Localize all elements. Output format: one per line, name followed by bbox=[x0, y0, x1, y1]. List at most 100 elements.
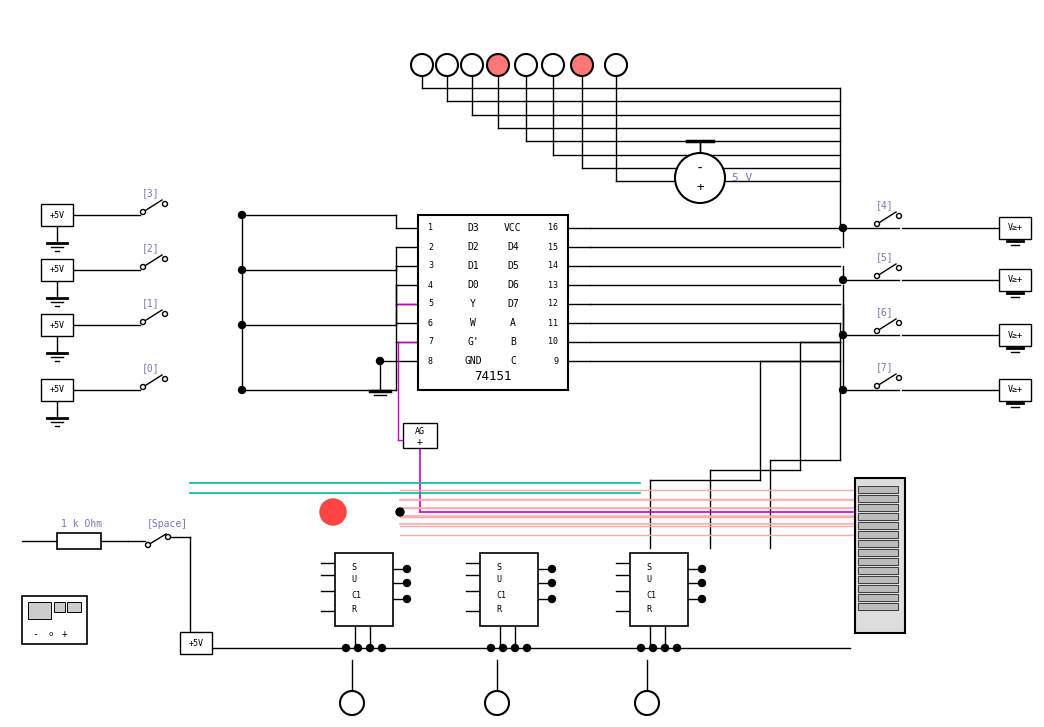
Circle shape bbox=[141, 385, 145, 390]
Text: +5V: +5V bbox=[189, 638, 204, 648]
Circle shape bbox=[698, 579, 706, 587]
Circle shape bbox=[163, 201, 167, 206]
Bar bbox=[999, 269, 1031, 291]
Text: C1: C1 bbox=[646, 590, 656, 600]
Text: W: W bbox=[470, 318, 476, 328]
Circle shape bbox=[377, 358, 383, 364]
Circle shape bbox=[238, 387, 245, 393]
Text: [Space]: [Space] bbox=[146, 519, 188, 529]
Text: C1: C1 bbox=[351, 590, 361, 600]
Circle shape bbox=[897, 376, 902, 380]
Circle shape bbox=[355, 645, 361, 651]
Circle shape bbox=[366, 645, 374, 651]
Text: -: - bbox=[32, 629, 38, 639]
Text: B: B bbox=[511, 337, 516, 347]
Bar bbox=[57, 533, 101, 549]
Text: 5 V: 5 V bbox=[732, 173, 752, 183]
Text: 11: 11 bbox=[548, 318, 557, 327]
Circle shape bbox=[403, 579, 410, 587]
Text: U: U bbox=[496, 576, 501, 585]
Circle shape bbox=[897, 321, 902, 326]
Circle shape bbox=[141, 265, 145, 270]
Text: +5V: +5V bbox=[49, 265, 65, 275]
Circle shape bbox=[662, 645, 668, 651]
Circle shape bbox=[839, 276, 847, 284]
Text: 12: 12 bbox=[548, 300, 557, 308]
Circle shape bbox=[499, 645, 506, 651]
Text: Y: Y bbox=[470, 299, 476, 309]
Bar bbox=[858, 558, 898, 565]
Text: R: R bbox=[646, 606, 651, 614]
Bar bbox=[335, 553, 393, 626]
Circle shape bbox=[638, 645, 644, 651]
Circle shape bbox=[163, 257, 167, 262]
Circle shape bbox=[238, 267, 245, 273]
Text: D5: D5 bbox=[507, 261, 519, 271]
Circle shape bbox=[238, 212, 245, 219]
Text: 6: 6 bbox=[428, 318, 433, 327]
Text: D0: D0 bbox=[467, 280, 479, 290]
Circle shape bbox=[396, 508, 404, 516]
Text: 4: 4 bbox=[428, 281, 433, 289]
Circle shape bbox=[548, 595, 555, 603]
Circle shape bbox=[403, 566, 410, 572]
Circle shape bbox=[342, 645, 350, 651]
Text: 1: 1 bbox=[428, 223, 433, 233]
Text: 10: 10 bbox=[548, 337, 557, 347]
Circle shape bbox=[238, 321, 245, 329]
Text: D4: D4 bbox=[507, 242, 519, 252]
Text: -: - bbox=[695, 162, 705, 176]
Bar bbox=[858, 522, 898, 529]
Text: GND: GND bbox=[465, 356, 482, 366]
Circle shape bbox=[145, 542, 150, 547]
Bar bbox=[480, 553, 538, 626]
Text: A: A bbox=[511, 318, 516, 328]
Circle shape bbox=[436, 54, 458, 76]
Bar bbox=[418, 215, 568, 390]
Circle shape bbox=[487, 54, 509, 76]
Bar bbox=[858, 567, 898, 574]
Text: AG: AG bbox=[416, 427, 425, 436]
Circle shape bbox=[379, 645, 385, 651]
Bar bbox=[22, 596, 87, 644]
Bar bbox=[858, 549, 898, 556]
Text: +5V: +5V bbox=[49, 211, 65, 220]
Bar bbox=[858, 504, 898, 511]
Circle shape bbox=[635, 691, 659, 715]
Text: V≥+: V≥+ bbox=[1007, 223, 1022, 233]
Circle shape bbox=[839, 225, 847, 231]
Text: S: S bbox=[646, 563, 651, 571]
Text: D3: D3 bbox=[467, 223, 479, 233]
Bar bbox=[855, 478, 905, 633]
Circle shape bbox=[411, 54, 433, 76]
Text: [0]: [0] bbox=[142, 363, 160, 373]
Circle shape bbox=[571, 54, 593, 76]
Circle shape bbox=[839, 387, 847, 393]
Text: 5: 5 bbox=[428, 300, 433, 308]
Bar bbox=[999, 324, 1031, 346]
Circle shape bbox=[340, 691, 364, 715]
Bar bbox=[999, 217, 1031, 239]
Bar bbox=[858, 594, 898, 601]
Circle shape bbox=[163, 377, 167, 382]
Text: 14: 14 bbox=[548, 262, 557, 270]
Bar bbox=[858, 531, 898, 538]
Circle shape bbox=[485, 691, 509, 715]
Circle shape bbox=[321, 499, 346, 525]
Text: 8: 8 bbox=[428, 356, 433, 366]
Text: +5V: +5V bbox=[49, 385, 65, 395]
Bar bbox=[858, 576, 898, 583]
Bar bbox=[999, 379, 1031, 401]
Bar bbox=[858, 495, 898, 502]
Text: +: + bbox=[62, 629, 68, 639]
Circle shape bbox=[675, 153, 725, 203]
Circle shape bbox=[488, 645, 495, 651]
Circle shape bbox=[649, 645, 657, 651]
Circle shape bbox=[163, 311, 167, 316]
Circle shape bbox=[548, 579, 555, 587]
Circle shape bbox=[542, 54, 564, 76]
Text: [7]: [7] bbox=[876, 362, 894, 372]
Text: 13: 13 bbox=[548, 281, 557, 289]
Text: R: R bbox=[496, 606, 501, 614]
Bar bbox=[41, 314, 73, 336]
